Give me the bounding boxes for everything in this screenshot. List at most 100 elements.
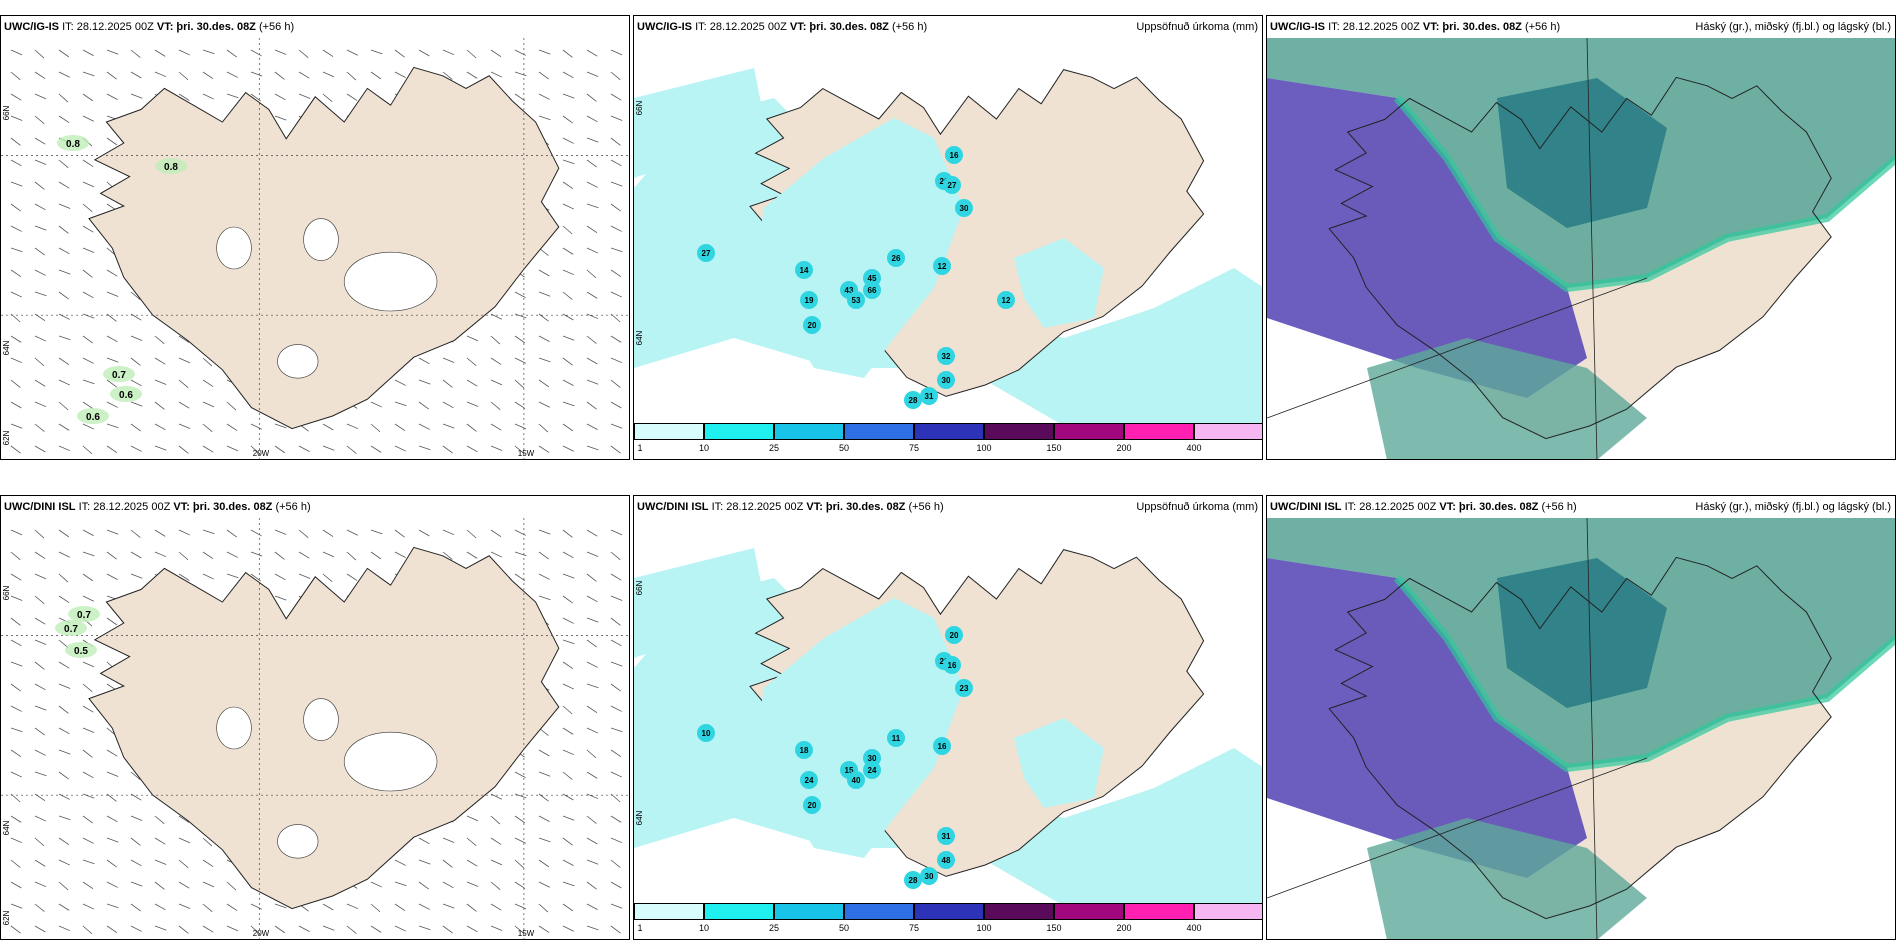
wind-barb <box>34 401 47 408</box>
wind-barb <box>274 573 286 581</box>
wind-barb <box>202 93 215 100</box>
glacier <box>277 824 319 859</box>
wind-barb <box>562 379 574 386</box>
visibility-patch <box>103 366 135 382</box>
wind-barb <box>586 115 598 123</box>
wind-barb <box>538 903 549 913</box>
wind-barb <box>10 749 22 758</box>
wind-barb <box>562 269 575 276</box>
wind-barb <box>610 445 621 454</box>
wind-barb <box>106 269 118 277</box>
colorbar-segment <box>984 903 1054 920</box>
wind-barb <box>490 551 503 558</box>
wind-barb <box>10 401 22 409</box>
wind-barb <box>490 379 503 386</box>
wind-barb <box>322 903 334 911</box>
wind-barb <box>106 837 119 843</box>
lead-time: (+56 h) <box>1524 21 1561 33</box>
latitude-label: 62N <box>2 430 11 445</box>
wind-barb <box>34 225 47 231</box>
colorbar-tick-label: 10 <box>698 443 710 453</box>
wind-barb <box>178 529 191 536</box>
precip-value-label: 18 <box>800 746 809 755</box>
wind-barb <box>178 573 190 581</box>
precip-value-label: 30 <box>868 754 877 763</box>
wind-barb <box>298 49 309 59</box>
visibility-label: 0.7 <box>64 624 78 635</box>
wind-barb <box>394 859 406 866</box>
wind-barb <box>154 445 167 451</box>
wind-barb <box>538 881 550 888</box>
wind-barb <box>538 595 551 601</box>
wind-barb <box>586 379 599 385</box>
wind-barb <box>442 903 455 909</box>
wind-barb <box>226 423 238 431</box>
precip-patch <box>847 291 865 309</box>
wind-barb <box>202 71 214 80</box>
wind-barb <box>202 881 215 888</box>
wind-barb <box>538 771 551 777</box>
wind-barb <box>82 291 94 299</box>
wind-barb <box>466 71 478 79</box>
wind-barb <box>514 291 526 298</box>
valid-time-label: VT: <box>1439 501 1456 513</box>
wind-barb <box>586 551 599 557</box>
wind-barb <box>586 49 598 57</box>
wind-barb <box>346 445 357 454</box>
wind-barb <box>466 379 478 387</box>
wind-barb <box>10 247 23 253</box>
coastline <box>1328 76 1832 440</box>
wind-barb <box>202 573 215 580</box>
wind-barb <box>514 859 525 869</box>
low-cloud-area <box>1267 558 1587 878</box>
wind-barb <box>466 401 479 407</box>
wind-barb <box>538 291 551 297</box>
wind-barb <box>10 815 22 823</box>
colorbar-segment <box>704 903 774 920</box>
precip-value-label: 28 <box>909 876 918 885</box>
precip-patch <box>937 347 955 365</box>
glacier <box>343 731 438 792</box>
wind-barb <box>82 313 95 319</box>
wind-barb <box>586 313 599 320</box>
colorbar-tick-label: 1 <box>637 923 643 933</box>
wind-barb <box>442 445 453 454</box>
precip-patch <box>933 737 951 755</box>
wind-barb <box>514 925 525 935</box>
wind-barb <box>562 815 575 821</box>
wind-barb <box>562 313 574 321</box>
wind-barb <box>34 291 47 297</box>
wind-barb <box>154 423 166 431</box>
init-time: IT: 28.12.2025 00Z <box>1328 21 1420 33</box>
wind-barb <box>514 793 527 799</box>
wind-barb <box>586 749 597 759</box>
wind-barb <box>82 859 95 865</box>
wind-map: 0.7 0.7 0.5 20W 15W 66N 64N 62N <box>1 518 629 939</box>
colorbar-segment <box>1124 903 1194 920</box>
wind-barb <box>10 137 21 146</box>
wind-barb <box>442 423 455 429</box>
wind-barb <box>250 445 261 455</box>
cloud-map <box>1267 518 1895 939</box>
wind-barb <box>418 423 430 430</box>
init-time: IT: 28.12.2025 00Z <box>78 501 171 513</box>
wind-barb <box>106 617 118 626</box>
wind-barb <box>34 159 47 165</box>
colorbar-tick-label: 75 <box>908 923 920 933</box>
wind-barb <box>34 445 46 453</box>
valid-time: þri. 30.des. 08Z <box>1442 21 1522 33</box>
precip-patch <box>955 199 973 217</box>
wind-barb <box>34 727 45 736</box>
wind-barb <box>394 551 406 558</box>
wind-barb <box>586 357 598 365</box>
wind-barb <box>226 573 239 579</box>
visibility-patch <box>68 606 100 622</box>
high-cloud-area <box>1497 78 1667 228</box>
wind-barb <box>418 925 431 931</box>
model-name: UWC/IG-IS <box>4 21 59 33</box>
visibility-patch <box>155 158 187 174</box>
wind-barb <box>106 749 118 757</box>
wind-barb <box>610 617 621 626</box>
precip-value-label: 12 <box>938 262 947 271</box>
wind-barb <box>610 529 623 536</box>
